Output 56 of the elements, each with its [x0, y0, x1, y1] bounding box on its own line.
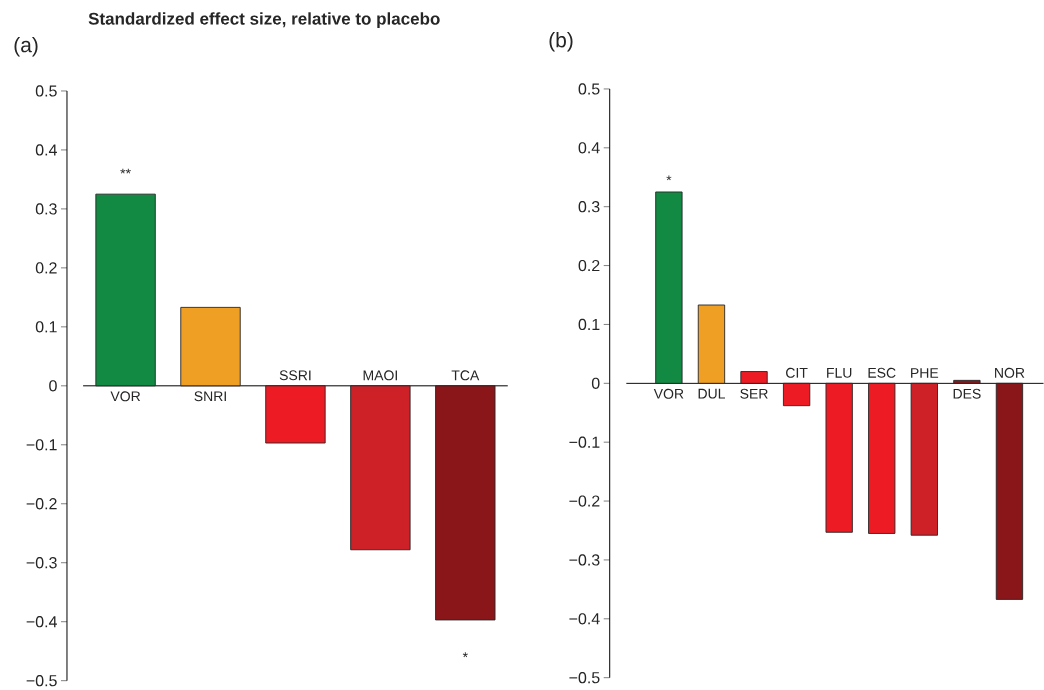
bar	[655, 191, 683, 384]
y-tick-label: −0.1	[26, 439, 57, 451]
bar	[868, 383, 896, 535]
y-tick-label: 0.4	[35, 144, 57, 156]
bar	[825, 383, 853, 533]
bar	[697, 304, 726, 384]
y-tick-label: 0	[591, 377, 600, 390]
y-tick-label: −0.2	[26, 498, 57, 510]
annotation: *	[462, 652, 468, 658]
y-tick-label: 0	[49, 380, 57, 392]
x-tick-label: SER	[740, 388, 768, 399]
x-tick-label: NOR	[995, 368, 1025, 378]
y-tick-label: −0.4	[569, 613, 600, 625]
x-tick-label: SSRI	[279, 370, 311, 381]
x-tick-label: PHE	[911, 368, 939, 378]
x-tick-label: SNRI	[194, 391, 226, 402]
y-tick-label: −0.5	[26, 675, 57, 687]
x-tick-label: ESC	[868, 368, 896, 378]
y-tick-label: −0.1	[569, 436, 600, 448]
y-tick-label: 0.3	[35, 203, 57, 215]
annotation: *	[666, 175, 672, 181]
bar	[995, 383, 1024, 600]
x-tick-label: MAOI	[363, 370, 397, 381]
x-tick-label: FLU	[827, 368, 852, 378]
y-tick-label: 0.1	[578, 318, 600, 331]
bar	[435, 385, 496, 621]
y-tick-label: 0.2	[578, 260, 600, 272]
chart-title: Standardized effect size, relative to placebo	[88, 12, 440, 29]
bar	[953, 380, 981, 384]
x-tick-label: VOR	[653, 388, 684, 399]
y-tick-label: 0.5	[578, 83, 600, 95]
y-tick-label: 0.4	[578, 142, 600, 154]
y-tick-label: −0.2	[569, 495, 600, 507]
y-tick-label: −0.4	[26, 616, 57, 628]
bar	[910, 383, 938, 536]
x-tick-label: DUL	[698, 389, 725, 399]
bar	[265, 385, 326, 444]
y-tick-label: 0.3	[578, 201, 600, 213]
x-tick-label: DES	[953, 388, 981, 399]
text: (a)	[14, 37, 38, 57]
y-tick-label: −0.3	[569, 554, 600, 566]
text: (b)	[549, 32, 573, 52]
bar	[350, 385, 411, 551]
x-tick-label: TCA	[451, 370, 480, 381]
bar	[95, 193, 156, 387]
bar	[180, 307, 241, 387]
bar	[782, 383, 811, 407]
y-tick-label: 0.1	[35, 321, 57, 333]
bar	[740, 371, 768, 384]
y-tick-label: −0.3	[26, 557, 57, 569]
y-tick-label: 0.2	[35, 262, 57, 274]
annotation: **	[120, 168, 131, 174]
x-tick-label: CIT	[786, 368, 808, 378]
y-tick-label: −0.5	[569, 672, 600, 684]
y-tick-label: 0.5	[35, 85, 57, 97]
x-tick-label: VOR	[110, 391, 141, 402]
